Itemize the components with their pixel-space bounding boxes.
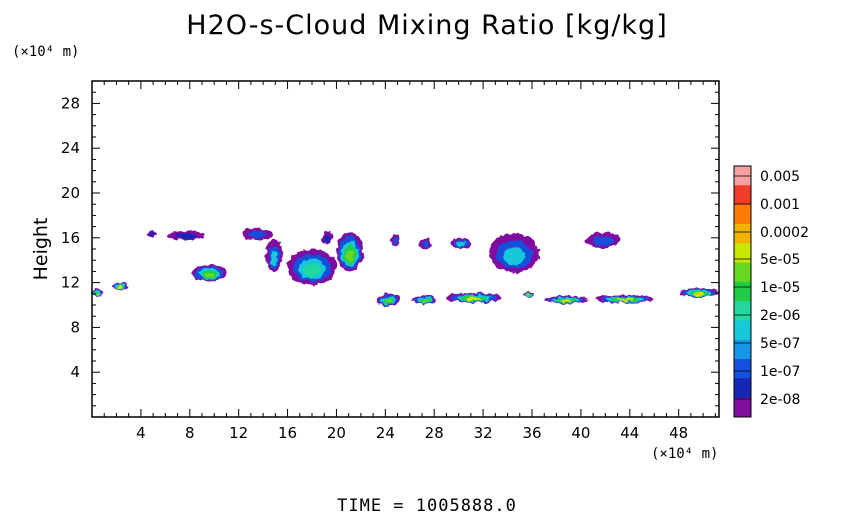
y-tick-label: 24 <box>61 139 80 157</box>
cloud-feature <box>595 294 655 303</box>
colorbar-label: 1e-07 <box>760 364 800 380</box>
cloud-layer <box>466 297 482 301</box>
cloud-feature <box>336 232 364 272</box>
time-footer: TIME = 1005888.0 <box>337 496 517 516</box>
cloud-layer <box>420 299 428 303</box>
plot-frame <box>91 80 720 418</box>
y-tick-label: 12 <box>61 274 80 292</box>
x-tick-label: 24 <box>376 424 395 442</box>
x-tick-label: 4 <box>136 424 146 442</box>
colorbar-label: 5e-05 <box>760 252 800 268</box>
cloud-feature <box>376 293 400 307</box>
cloud-layer <box>616 298 634 302</box>
cloud-layer <box>385 299 392 304</box>
cloud-layer <box>693 292 705 296</box>
x-tick-label: 48 <box>669 424 688 442</box>
cloud-feature <box>451 237 471 249</box>
y-axis: 4 8 12 16 20 24 28 <box>61 91 719 407</box>
colorbar-label: 2e-06 <box>760 308 800 324</box>
cloud-feature <box>489 233 540 273</box>
cloud-layer <box>149 232 156 236</box>
colorbar-label: 1e-05 <box>760 280 800 296</box>
cloud-feature <box>321 231 333 245</box>
cloud-layer <box>421 240 430 248</box>
colorbar-label: 5e-07 <box>760 336 800 352</box>
cloud-layer <box>204 272 215 278</box>
cloud-layer <box>592 236 614 246</box>
cloud-feature <box>544 296 589 304</box>
colorbar-swatch <box>734 223 751 244</box>
cloud-feature <box>148 231 157 237</box>
colorbar-swatch <box>734 262 751 283</box>
x-tick-label: 16 <box>278 424 297 442</box>
colorbar-label: 0.005 <box>760 169 800 185</box>
y-tick-label: 4 <box>70 363 80 381</box>
cloud-feature <box>585 232 621 248</box>
cloud-feature <box>678 288 719 298</box>
cloud-features <box>92 227 719 307</box>
y-tick-label: 20 <box>61 184 80 202</box>
colorbar-swatch <box>734 378 751 399</box>
colorbar-swatch <box>734 339 751 360</box>
cloud-feature <box>522 291 535 298</box>
colorbar-label: 0.001 <box>760 197 800 213</box>
cloud-layer <box>117 285 123 289</box>
colorbar-label: 0.0002 <box>760 225 809 241</box>
colorbar: 0.005 0.001 0.0002 5e-05 1e-05 2e-06 5e-07 1e-0… <box>733 165 809 418</box>
cloud-layer <box>174 233 198 239</box>
x-axis-unit: (×10⁴ m) <box>651 446 719 462</box>
colorbar-swatch <box>734 359 751 379</box>
cloud-layer <box>248 230 268 239</box>
cloud-feature <box>111 282 129 291</box>
x-tick-label: 44 <box>620 424 639 442</box>
x-tick-label: 28 <box>425 424 444 442</box>
cloud-layer <box>323 234 331 243</box>
cloud-feature <box>419 237 432 249</box>
colorbar-swatch <box>734 320 751 341</box>
cloud-feature <box>192 264 227 282</box>
y-tick-label: 16 <box>61 229 80 247</box>
y-tick-label: 8 <box>70 318 80 336</box>
x-tick-label: 20 <box>327 424 346 442</box>
cloud-layer <box>559 299 573 303</box>
cloud-feature <box>287 249 337 285</box>
x-tick-label: 36 <box>522 424 541 442</box>
cloud-layer <box>303 264 321 277</box>
y-axis-unit: (×10⁴ m) <box>12 44 80 60</box>
cloud-layer <box>392 238 399 245</box>
cloud-feature <box>242 227 273 241</box>
cloud-feature <box>446 292 502 303</box>
x-tick-label: 12 <box>229 424 248 442</box>
x-axis: 4 8 12 16 20 24 28 32 36 40 44 48 <box>103 81 716 442</box>
colorbar-swatch <box>734 185 751 206</box>
y-axis-label: Height <box>30 218 52 281</box>
colorbar-swatch <box>734 301 751 321</box>
colorbar-swatch <box>734 281 751 302</box>
cloud-layer <box>346 250 354 262</box>
cloud-layer <box>526 293 531 297</box>
x-tick-label: 8 <box>185 424 195 442</box>
cloud-feature <box>265 240 283 272</box>
colorbar-swatch <box>734 397 751 418</box>
chart-title: H2O-s-Cloud Mixing Ratio [kg/kg] <box>186 10 668 41</box>
cloud-layer <box>270 251 278 266</box>
x-tick-label: 32 <box>474 424 493 442</box>
x-tick-label: 40 <box>571 424 590 442</box>
y-tick-label: 28 <box>61 94 80 112</box>
colorbar-swatch <box>734 204 751 225</box>
colorbar-label: 2e-08 <box>760 392 800 408</box>
cloud-layer <box>95 291 100 295</box>
cloud-layer <box>503 247 526 265</box>
cloud-feature <box>390 235 400 246</box>
cloud-feature <box>412 296 437 304</box>
colorbar-frame <box>733 165 752 418</box>
cloud-layer <box>456 241 466 247</box>
cloud-feature <box>92 289 103 297</box>
cloud-feature <box>167 231 205 241</box>
colorbar-swatch <box>734 243 751 263</box>
